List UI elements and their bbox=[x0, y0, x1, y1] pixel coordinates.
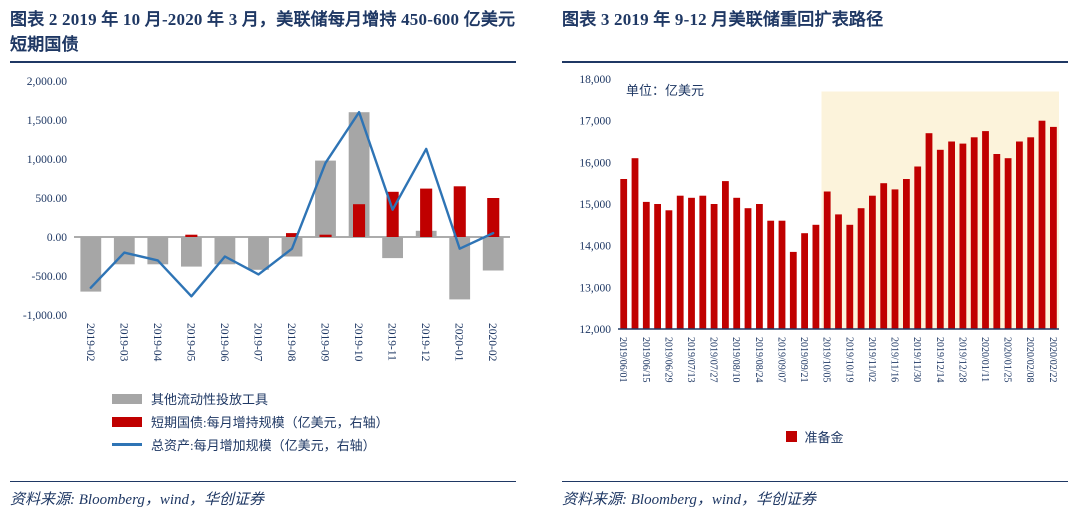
svg-text:2019/06/29: 2019/06/29 bbox=[662, 337, 673, 383]
svg-text:0.00: 0.00 bbox=[47, 232, 67, 244]
svg-text:500.00: 500.00 bbox=[35, 193, 67, 205]
svg-text:2019-11: 2019-11 bbox=[386, 323, 398, 361]
y-axis-labels: 18,000 17,000 16,000 15,000 14,000 13,000 12,0… bbox=[579, 74, 611, 336]
svg-text:2019-03: 2019-03 bbox=[117, 323, 129, 362]
svg-text:2019/08/10: 2019/08/10 bbox=[730, 337, 741, 383]
figure-3-legend: 准备金 bbox=[562, 427, 1068, 446]
svg-text:2019/09/07: 2019/09/07 bbox=[776, 337, 787, 383]
bar-series-0 bbox=[80, 112, 504, 300]
svg-text:2019-09: 2019-09 bbox=[319, 323, 331, 362]
svg-text:2020-02: 2020-02 bbox=[486, 323, 498, 362]
other-liquidity-label: 其他流动性投放工具 bbox=[151, 392, 269, 407]
svg-text:13,000: 13,000 bbox=[579, 282, 611, 294]
svg-text:2019/07/13: 2019/07/13 bbox=[685, 337, 696, 383]
total-assets-line bbox=[89, 111, 495, 298]
svg-text:1,500.00: 1,500.00 bbox=[27, 115, 68, 127]
svg-text:2019-04: 2019-04 bbox=[151, 323, 163, 362]
svg-text:2019/10/05: 2019/10/05 bbox=[821, 337, 832, 383]
figure-3-chart-area: 18,000 17,000 16,000 15,000 14,000 13,000 12,0… bbox=[562, 71, 1068, 423]
short-term-bonds-label: 短期国债:每月增持规模（亿美元，右轴） bbox=[151, 415, 389, 430]
reserves-swatch bbox=[786, 431, 798, 442]
svg-text:2019/10/19: 2019/10/19 bbox=[843, 337, 854, 383]
total-assets-label: 总资产:每月增加规模（亿美元，右轴） bbox=[151, 438, 376, 453]
figure-2-source-text: 资料来源: Bloomberg，wind，华创证券 bbox=[10, 492, 265, 508]
svg-text:2020/02/22: 2020/02/22 bbox=[1047, 337, 1058, 383]
y-axis-labels: 2,000.00 1,500.00 1,000.00 500.00 0.00 -500.0… bbox=[23, 76, 67, 322]
figure-2-chart-area: 2,000.00 1,500.00 1,000.00 500.00 0.00 -500.0… bbox=[10, 71, 516, 383]
svg-text:2020-01: 2020-01 bbox=[453, 323, 465, 362]
svg-text:2019/11/02: 2019/11/02 bbox=[866, 337, 877, 382]
figure-2-panel: 图表 2 2019 年 10 月-2020 年 3 月，美联储每月增持 450-… bbox=[10, 8, 516, 519]
figure-3-source-text: 资料来源: Bloomberg，wind，华创证券 bbox=[562, 492, 817, 508]
svg-text:15,000: 15,000 bbox=[579, 199, 611, 211]
svg-text:2019/08/24: 2019/08/24 bbox=[753, 337, 764, 383]
legend-item-short-term-bonds: 短期国债:每月增持规模（亿美元，右轴） bbox=[112, 412, 516, 431]
svg-text:2019/11/16: 2019/11/16 bbox=[889, 337, 900, 382]
svg-text:2020/01/25: 2020/01/25 bbox=[1002, 337, 1013, 383]
figure-2-chart: 2,000.00 1,500.00 1,000.00 500.00 0.00 -500.0… bbox=[23, 76, 510, 362]
svg-text:2019-10: 2019-10 bbox=[352, 323, 364, 362]
svg-text:14,000: 14,000 bbox=[579, 241, 611, 253]
svg-text:2019-07: 2019-07 bbox=[252, 323, 264, 362]
svg-text:18,000: 18,000 bbox=[579, 74, 611, 86]
svg-text:2019/12/14: 2019/12/14 bbox=[934, 337, 945, 383]
svg-text:2019-05: 2019-05 bbox=[184, 323, 196, 362]
svg-text:2019/07/27: 2019/07/27 bbox=[708, 337, 719, 383]
other-liquidity-swatch bbox=[112, 393, 142, 404]
x-axis-labels: 2019-02 2019-03 2019-04 2019-05 2019-06 2019-… bbox=[84, 323, 498, 362]
svg-text:2020/01/11: 2020/01/11 bbox=[979, 337, 990, 382]
svg-text:2019-02: 2019-02 bbox=[84, 323, 96, 362]
svg-text:2020/02/08: 2020/02/08 bbox=[1024, 337, 1035, 383]
reserves-label: 准备金 bbox=[804, 430, 844, 445]
figure-2-title: 图表 2 2019 年 10 月-2020 年 3 月，美联储每月增持 450-… bbox=[10, 10, 516, 54]
svg-text:2019/11/30: 2019/11/30 bbox=[911, 337, 922, 382]
short-term-bonds-swatch bbox=[112, 416, 142, 427]
figure-2-legend: 其他流动性投放工具 短期国债:每月增持规模（亿美元，右轴） 总资产:每月增加规模… bbox=[112, 385, 516, 458]
reserve-bars bbox=[620, 120, 1057, 330]
svg-text:-500.00: -500.00 bbox=[32, 271, 68, 283]
legend-item-total-assets: 总资产:每月增加规模（亿美元，右轴） bbox=[112, 435, 516, 454]
legend-item-other-liquidity: 其他流动性投放工具 bbox=[112, 389, 516, 408]
svg-text:2019/09/21: 2019/09/21 bbox=[798, 337, 809, 383]
figure-2-source: 资料来源: Bloomberg，wind，华创证券 bbox=[10, 481, 516, 519]
svg-text:16,000: 16,000 bbox=[579, 157, 611, 169]
figure-3-source: 资料来源: Bloomberg，wind，华创证券 bbox=[562, 481, 1068, 519]
svg-text:2019/06/15: 2019/06/15 bbox=[640, 337, 651, 383]
svg-text:2019-12: 2019-12 bbox=[419, 323, 431, 362]
svg-text:17,000: 17,000 bbox=[579, 116, 611, 128]
figure-3-panel: 图表 3 2019 年 9-12 月美联储重回扩表路径 18,000 17,000… bbox=[562, 8, 1068, 519]
svg-text:12,000: 12,000 bbox=[579, 324, 611, 336]
figure-3-title: 图表 3 2019 年 9-12 月美联储重回扩表路径 bbox=[562, 10, 884, 29]
svg-text:2019-06: 2019-06 bbox=[218, 323, 230, 362]
svg-text:2019-08: 2019-08 bbox=[285, 323, 297, 362]
svg-text:1,000.00: 1,000.00 bbox=[27, 154, 68, 166]
svg-text:-1,000.00: -1,000.00 bbox=[23, 310, 67, 322]
figure-2-title-rule bbox=[10, 61, 516, 63]
figure-3-title-rule bbox=[562, 61, 1068, 63]
x-axis-labels: 2019/06/01 2019/06/15 2019/06/29 2019/07/13… bbox=[617, 337, 1058, 383]
total-assets-line-swatch bbox=[112, 443, 142, 446]
figure-3-chart: 18,000 17,000 16,000 15,000 14,000 13,000 12,0… bbox=[579, 74, 1059, 383]
svg-text:2019/12/28: 2019/12/28 bbox=[956, 337, 967, 383]
unit-label: 单位：亿美元 bbox=[626, 83, 704, 98]
svg-text:2,000.00: 2,000.00 bbox=[27, 76, 68, 88]
svg-text:2019/06/01: 2019/06/01 bbox=[617, 337, 628, 383]
